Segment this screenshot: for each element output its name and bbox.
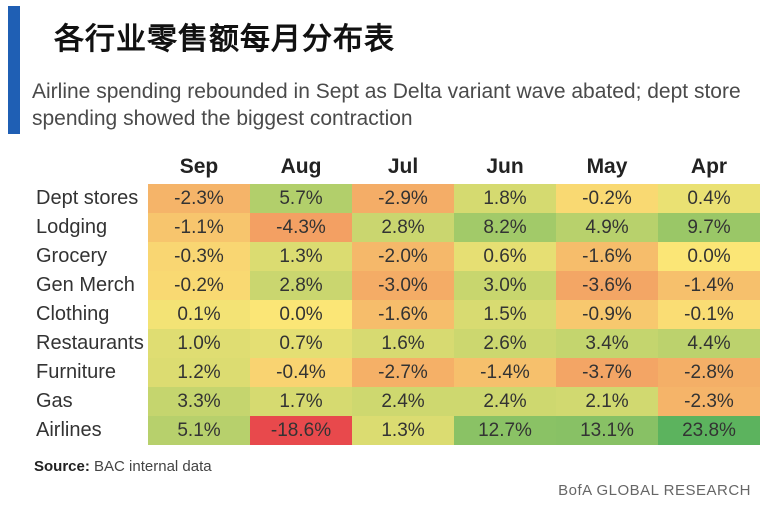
heatmap-cell: 1.7% — [250, 387, 352, 416]
heatmap-cell: 3.3% — [148, 387, 250, 416]
heatmap-cell: 5.1% — [148, 416, 250, 445]
row-label: Airlines — [36, 419, 102, 441]
heatmap-cell: 5.7% — [250, 184, 352, 213]
heatmap-cell: 1.5% — [454, 300, 556, 329]
source-label: Source: — [34, 458, 90, 475]
heatmap-cell: -0.3% — [148, 242, 250, 271]
heatmap-cell: 12.7% — [454, 416, 556, 445]
heatmap-cell: 1.3% — [250, 242, 352, 271]
brand-logo-text: BofA GLOBAL RESEARCH — [558, 482, 751, 499]
heatmap-cell: -18.6% — [250, 416, 352, 445]
heatmap-cell: 0.0% — [250, 300, 352, 329]
heatmap-cell: 2.4% — [454, 387, 556, 416]
row-label: Grocery — [36, 245, 108, 267]
row-label: Lodging — [36, 216, 108, 238]
heatmap-cell: -0.2% — [148, 271, 250, 300]
row-label: Gen Merch — [36, 274, 135, 296]
heatmap-cell: 1.3% — [352, 416, 454, 445]
heatmap-cell: -2.8% — [658, 358, 760, 387]
heatmap-cell: -2.7% — [352, 358, 454, 387]
heatmap-cell: 23.8% — [658, 416, 760, 445]
heatmap-cell: 1.6% — [352, 329, 454, 358]
row-label: Clothing — [36, 303, 110, 325]
column-header-jun: Jun — [486, 155, 524, 178]
heatmap-cell: 2.1% — [556, 387, 658, 416]
heatmap-cell: -0.2% — [556, 184, 658, 213]
column-header-jul: Jul — [387, 155, 419, 178]
chart-subtitle: Airline spending rebounded in Sept as De… — [32, 80, 741, 130]
heatmap-cell: -3.7% — [556, 358, 658, 387]
heatmap-cell: -2.0% — [352, 242, 454, 271]
row-label: Restaurants — [36, 332, 144, 354]
column-header-aug: Aug — [280, 155, 322, 178]
heatmap-cell: 1.0% — [148, 329, 250, 358]
heatmap-cell: -0.1% — [658, 300, 760, 329]
heatmap-cell: 3.4% — [556, 329, 658, 358]
heatmap-cell: 4.9% — [556, 213, 658, 242]
source-text: BAC internal data — [94, 458, 212, 475]
heatmap-cell: -1.1% — [148, 213, 250, 242]
page-title: 各行业零售额每月分布表 — [54, 22, 395, 57]
heatmap-cell: -0.4% — [250, 358, 352, 387]
column-header-apr: Apr — [690, 155, 728, 178]
heatmap-cell: 0.4% — [658, 184, 760, 213]
heatmap-cell: 9.7% — [658, 213, 760, 242]
heatmap-cell: 1.8% — [454, 184, 556, 213]
heatmap-table: Sep Aug Jul Jun May Apr Dept stores -2.3% 5.7% -2… — [32, 150, 760, 445]
heatmap-cell: -2.3% — [148, 184, 250, 213]
table-corner — [32, 150, 148, 184]
heatmap-cell: 2.4% — [352, 387, 454, 416]
heatmap-cell: -3.6% — [556, 271, 658, 300]
heatmap-cell: 13.1% — [556, 416, 658, 445]
heatmap-cell: 2.6% — [454, 329, 556, 358]
heatmap-cell: -1.4% — [658, 271, 760, 300]
row-label: Dept stores — [36, 187, 139, 209]
heatmap-cell: 1.2% — [148, 358, 250, 387]
source-note: Source: BAC internal data — [34, 458, 212, 475]
heatmap-cell: 8.2% — [454, 213, 556, 242]
heatmap-cell: -3.0% — [352, 271, 454, 300]
heatmap-cell: -2.3% — [658, 387, 760, 416]
accent-bar — [8, 6, 20, 134]
heatmap-cell: -1.6% — [352, 300, 454, 329]
heatmap-cell: 0.0% — [658, 242, 760, 271]
row-label: Furniture — [36, 361, 117, 383]
heatmap-cell: 2.8% — [352, 213, 454, 242]
row-label: Gas — [36, 390, 73, 412]
heatmap-cell: 3.0% — [454, 271, 556, 300]
column-header-may: May — [586, 155, 628, 178]
heatmap-cell: 2.8% — [250, 271, 352, 300]
heatmap-cell: -4.3% — [250, 213, 352, 242]
column-header-sep: Sep — [179, 155, 219, 178]
heatmap-cell: 0.1% — [148, 300, 250, 329]
heatmap-cell: 0.7% — [250, 329, 352, 358]
heatmap-cell: 0.6% — [454, 242, 556, 271]
heatmap-cell: -1.6% — [556, 242, 658, 271]
heatmap-cell: -2.9% — [352, 184, 454, 213]
heatmap-cell: 4.4% — [658, 329, 760, 358]
heatmap-cell: -0.9% — [556, 300, 658, 329]
heatmap-cell: -1.4% — [454, 358, 556, 387]
